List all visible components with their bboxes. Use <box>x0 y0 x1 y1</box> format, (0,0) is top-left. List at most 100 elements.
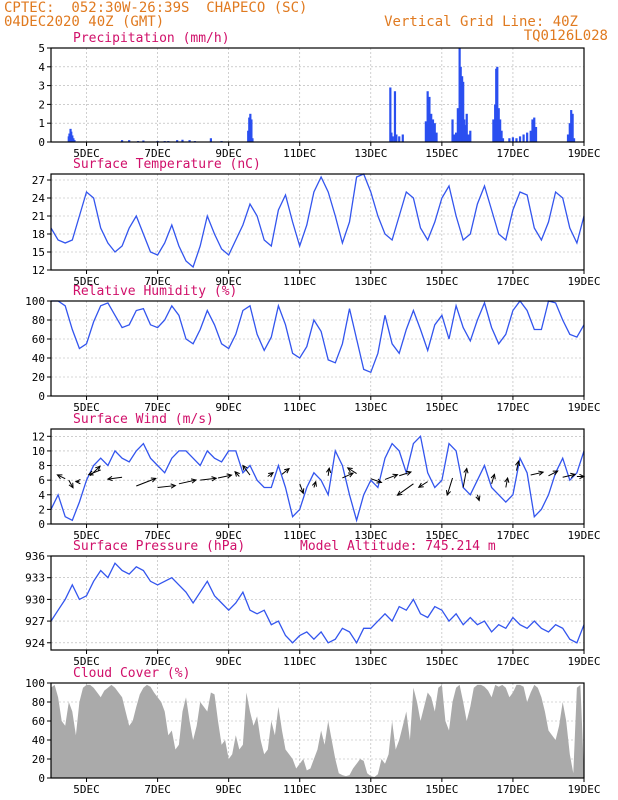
precipitation-bar <box>462 81 465 142</box>
precipitation-bar <box>398 136 401 142</box>
precipitation-bar <box>568 123 571 142</box>
wind-xtick-label: 11DEC <box>283 529 316 542</box>
wind-arrow-head <box>106 475 113 482</box>
precipitation-bar <box>391 136 394 142</box>
humidity-ytick-label: 100 <box>25 295 45 308</box>
precipitation-bar <box>395 134 398 142</box>
humidity-xtick-label: 17DEC <box>496 401 529 414</box>
humidity-series-line <box>51 299 585 374</box>
pressure-xtick-label: 9DEC <box>215 655 242 668</box>
precipitation-bar <box>209 138 212 142</box>
temperature-xtick-label: 9DEC <box>215 275 242 288</box>
wind-arrow-head <box>211 476 218 482</box>
wind-ytick-label: 4 <box>38 489 45 502</box>
wind-arrow-shaft <box>462 468 468 488</box>
precipitation-bar <box>508 138 511 142</box>
wind-arrow-head <box>326 467 332 474</box>
pressure-xtick-label: 17DEC <box>496 655 529 668</box>
wind-arrow-head <box>538 470 545 476</box>
wind-ytick-label: 10 <box>32 445 45 458</box>
wind-arrow-head <box>515 460 521 467</box>
wind-arrow-head <box>95 465 101 472</box>
precipitation-xtick-label: 13DEC <box>354 147 387 160</box>
humidity-ytick-label: 0 <box>38 390 45 403</box>
wind-arrow-head <box>87 470 94 476</box>
precipitation-xtick-label: 7DEC <box>144 147 171 160</box>
temperature-ytick-label: 27 <box>32 174 45 187</box>
wind-arrow-shaft <box>399 471 412 477</box>
cloud-cover-ytick-label: 40 <box>32 734 45 747</box>
cloud-cover-ytick-label: 20 <box>32 753 45 766</box>
humidity-xtick-label: 13DEC <box>354 401 387 414</box>
pressure-title: Surface Pressure (hPa) <box>73 539 245 554</box>
humidity-xtick-label: 7DEC <box>144 401 171 414</box>
pressure-subtitle: Model Altitude: 745.214 m <box>300 539 496 554</box>
precipitation-bar <box>435 132 438 142</box>
precipitation-bar <box>531 119 534 142</box>
wind-arrow-shaft <box>515 461 520 471</box>
wind-arrow-shaft <box>281 468 290 475</box>
cloud-cover-ytick-label: 100 <box>25 677 45 690</box>
precipitation-bar <box>389 87 392 142</box>
wind-arrow-head <box>68 482 74 489</box>
wind-arrow-shaft <box>491 474 495 484</box>
cloud-cover-xtick-label: 15DEC <box>425 783 458 796</box>
precipitation-bar <box>456 108 459 142</box>
cloud-cover-frame <box>50 682 585 779</box>
temperature-ytick-label: 12 <box>32 264 45 277</box>
wind-arrow-head <box>490 473 496 480</box>
precipitation-bar <box>570 110 573 142</box>
wind-ytick-label: 8 <box>38 460 45 473</box>
precipitation-bar <box>128 140 131 142</box>
precipitation-bar <box>176 140 179 142</box>
temperature-ytick-label: 21 <box>32 210 45 223</box>
pressure-xtick-label: 19DEC <box>567 655 600 668</box>
wind-arrow-shaft <box>446 477 454 496</box>
temperature-xtick-label: 15DEC <box>425 275 458 288</box>
wind-xtick-label: 7DEC <box>144 529 171 542</box>
wind-arrow-head <box>234 470 240 477</box>
wind-arrow-head <box>346 467 353 473</box>
wind-arrow-head <box>74 478 81 485</box>
wind-xtick-label: 9DEC <box>215 529 242 542</box>
precipitation-bar <box>496 66 499 142</box>
precipitation-bar <box>181 139 184 142</box>
wind-arrow-head <box>348 472 355 478</box>
wind-arrow-head <box>376 478 383 484</box>
wind-arrow-head <box>552 470 559 476</box>
wind-series-line <box>50 434 585 523</box>
precipitation-bar <box>497 108 500 142</box>
precipitation-xtick-label: 17DEC <box>496 147 529 160</box>
precipitation-xtick-label: 11DEC <box>283 147 316 160</box>
precipitation-bar <box>142 140 145 142</box>
precipitation-bar <box>566 134 570 142</box>
wind-arrow-head <box>284 467 290 474</box>
precipitation-xtick-label: 19DEC <box>567 147 600 160</box>
wind-xtick-label: 15DEC <box>425 529 458 542</box>
precipitation-bar <box>529 130 532 142</box>
cloud-cover-xtick-label: 17DEC <box>496 783 529 796</box>
precipitation-bar <box>511 137 515 142</box>
cloud-cover-xtick-label: 7DEC <box>144 783 171 796</box>
wind-arrow-shaft <box>327 468 330 476</box>
precipitation-xtick-label: 15DEC <box>425 147 458 160</box>
temperature-xtick-label: 13DEC <box>354 275 387 288</box>
cloud-cover-xtick-label: 9DEC <box>215 783 242 796</box>
wind-arrow-shaft <box>136 477 157 487</box>
wind-arrow-head <box>226 473 233 479</box>
precipitation-xtick-label: 5DEC <box>73 147 100 160</box>
pressure-xtick-label: 15DEC <box>425 655 458 668</box>
wind-arrow-shaft <box>562 473 576 478</box>
run-date-header: 04DEC2020 40Z (GMT) <box>4 14 165 30</box>
precipitation-bar <box>393 91 397 142</box>
wind-arrow-head <box>396 490 403 496</box>
precipitation-ytick-label: 3 <box>38 80 45 93</box>
pressure-xtick-label: 7DEC <box>144 655 171 668</box>
precipitation-bar <box>467 134 470 142</box>
temperature-series-line <box>50 173 585 269</box>
wind-arrow-shaft <box>370 478 382 483</box>
pressure-xtick-label: 11DEC <box>283 655 316 668</box>
wind-arrow-head <box>475 495 481 502</box>
temperature-ytick-label: 24 <box>32 192 46 205</box>
precipitation-bar <box>453 134 456 142</box>
